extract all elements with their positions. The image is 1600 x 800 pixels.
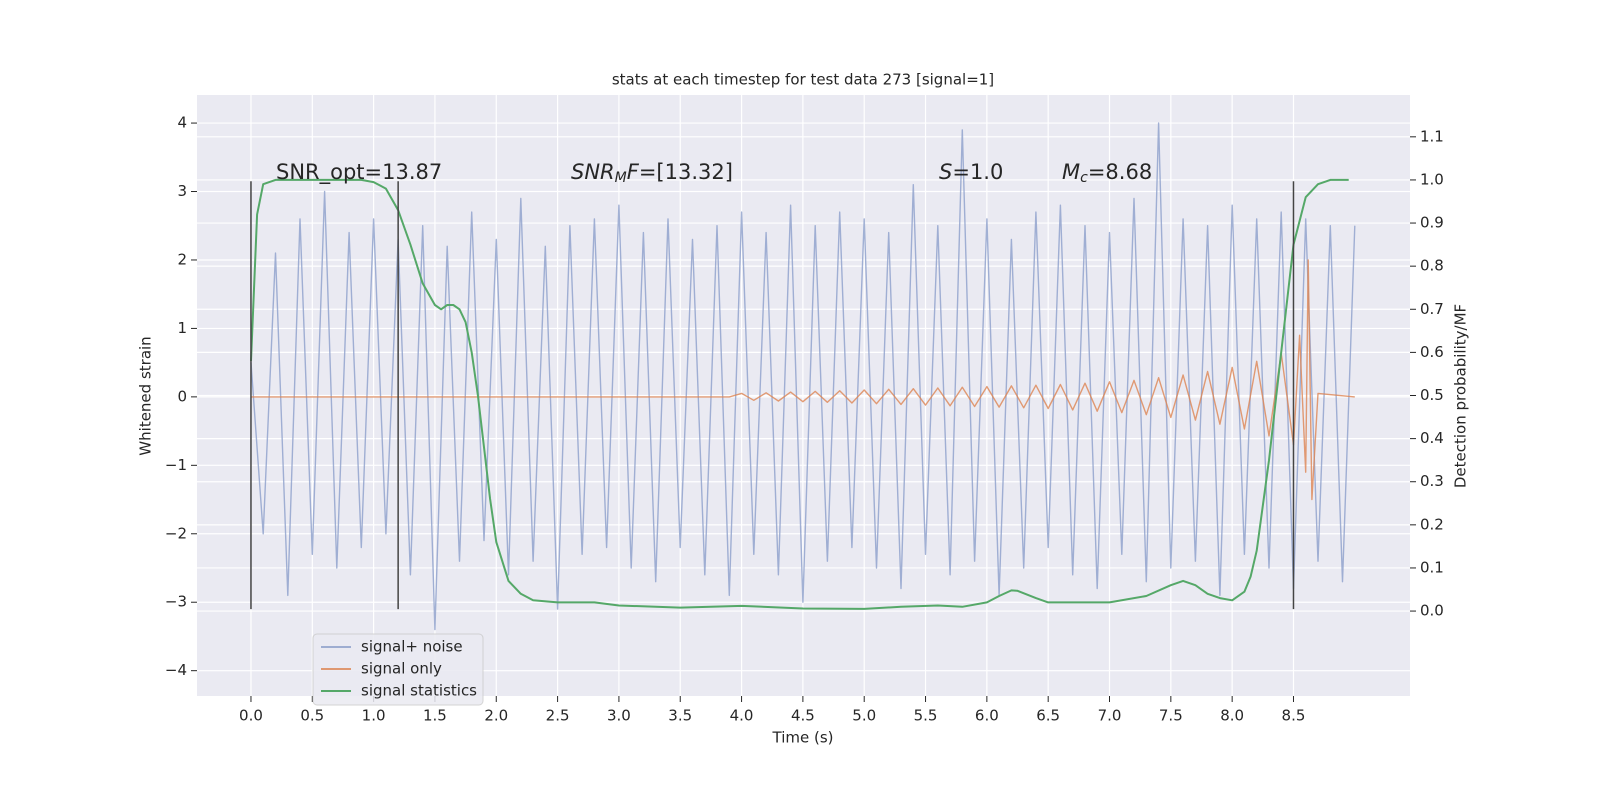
annotation: Mc=8.68 [1062, 160, 1152, 186]
annotation-part: M [615, 170, 627, 186]
y2-tick-label: 0.9 [1420, 214, 1444, 232]
x-tick-label: 5.5 [914, 707, 938, 725]
y-tick-label: 4 [177, 114, 187, 132]
legend-box [312, 633, 484, 706]
annotation-part: S [939, 160, 952, 184]
x-tick-label: 4.5 [791, 707, 815, 725]
x-tick-label: 0.5 [300, 707, 324, 725]
y-axis-label: Whitened strain [137, 336, 155, 455]
y-tick-label: 3 [177, 182, 187, 200]
x-tick-label: 8.0 [1220, 707, 1244, 725]
series-line [251, 259, 1355, 501]
y2-tick-label: 1.0 [1420, 170, 1444, 188]
series-line [250, 122, 1356, 631]
annotation-part: SNR_opt=13.87 [276, 160, 442, 185]
x-tick-label: 6.0 [975, 707, 999, 725]
x-tick-label: 4.0 [730, 707, 754, 725]
x-tick-label: 7.5 [1159, 707, 1183, 725]
annotation-part: =8.68 [1088, 160, 1152, 184]
y-tick-label: 2 [177, 250, 187, 268]
y-tick-label: −1 [165, 456, 187, 474]
y-tick-label: −4 [165, 661, 187, 679]
x-axis-label: Time (s) [772, 729, 834, 747]
y-tick-label: 1 [177, 319, 187, 337]
y2-axis-label: Detection probability/MF [1452, 304, 1470, 488]
chart-title: stats at each timestep for test data 273… [612, 71, 994, 89]
legend-label: signal only [361, 660, 442, 678]
y2-tick-label: 0.1 [1420, 558, 1444, 576]
y2-tick-label: 0.6 [1420, 343, 1444, 361]
series-line [250, 178, 1349, 610]
x-tick-label: 2.0 [484, 707, 508, 725]
annotation-part: =1.0 [952, 160, 1003, 184]
annotation: S=1.0 [939, 160, 1003, 184]
x-tick-label: 3.0 [607, 707, 631, 725]
annotation-part: c [1080, 170, 1088, 186]
y2-tick-label: 1.1 [1420, 127, 1444, 145]
annotation-part: F [627, 160, 640, 184]
x-tick-label: 5.0 [852, 707, 876, 725]
annotation-part: =[13.32] [639, 160, 733, 184]
annotation: SNR_opt=13.87 [276, 160, 442, 185]
y-tick-label: −2 [165, 524, 187, 542]
annotation-part: SNR [571, 160, 615, 184]
y2-tick-label: 0.4 [1420, 429, 1444, 447]
y2-tick-label: 0.3 [1420, 472, 1444, 490]
x-tick-label: 1.0 [362, 707, 386, 725]
y2-tick-label: 0.0 [1420, 602, 1444, 620]
y2-tick-label: 0.2 [1420, 515, 1444, 533]
legend-label: signal statistics [361, 682, 477, 700]
y-tick-label: −3 [165, 593, 187, 611]
y-tick-label: 0 [177, 387, 187, 405]
x-tick-label: 8.5 [1282, 707, 1306, 725]
y2-tick-label: 0.8 [1420, 257, 1444, 275]
x-tick-label: 3.5 [668, 707, 692, 725]
y2-tick-label: 0.5 [1420, 386, 1444, 404]
x-tick-label: 7.0 [1098, 707, 1122, 725]
x-tick-label: 1.5 [423, 707, 447, 725]
y2-tick-label: 0.7 [1420, 300, 1444, 318]
x-tick-label: 2.5 [546, 707, 570, 725]
annotation-part: M [1062, 160, 1080, 184]
annotation: SNRMF=[13.32] [571, 160, 733, 186]
x-tick-label: 0.0 [239, 707, 263, 725]
x-tick-label: 6.5 [1036, 707, 1060, 725]
legend-label: signal+ noise [361, 638, 463, 656]
